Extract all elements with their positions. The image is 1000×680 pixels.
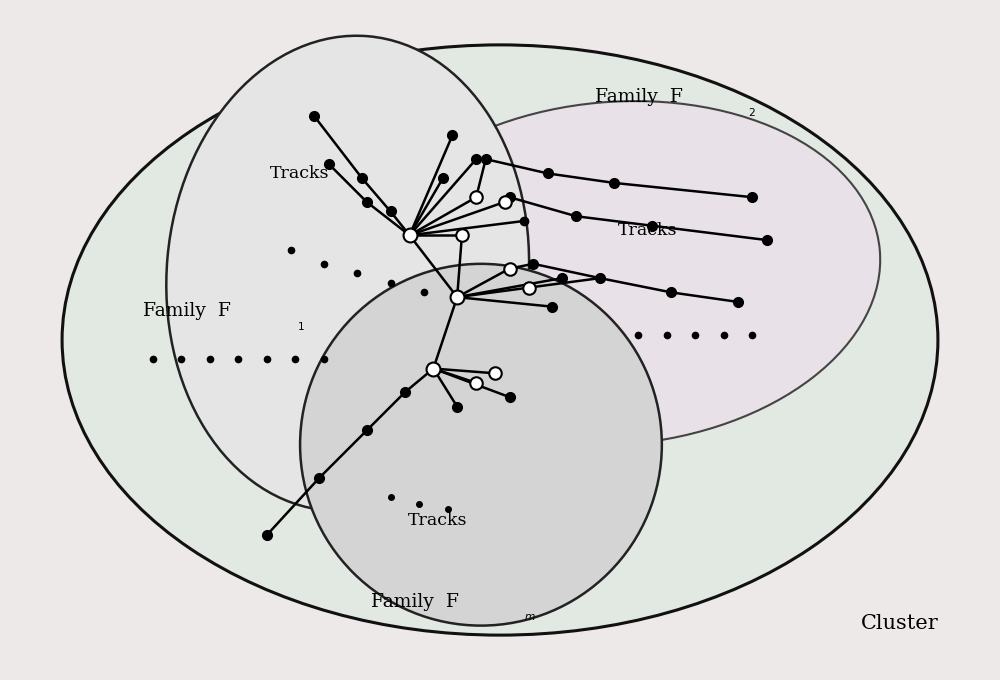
Text: Tracks: Tracks — [618, 222, 677, 239]
Ellipse shape — [62, 45, 938, 635]
Text: Cluster: Cluster — [861, 614, 939, 633]
Text: Family  F: Family F — [143, 303, 231, 320]
Text: $_m$: $_m$ — [524, 609, 536, 623]
Text: $_2$: $_2$ — [748, 105, 755, 118]
Ellipse shape — [166, 36, 529, 511]
Text: Tracks: Tracks — [408, 513, 468, 529]
Text: Family  F: Family F — [595, 88, 683, 106]
Text: Tracks: Tracks — [270, 165, 330, 182]
Ellipse shape — [348, 101, 880, 445]
Text: Family  F: Family F — [371, 593, 459, 611]
Ellipse shape — [300, 264, 662, 626]
Text: $_1$: $_1$ — [297, 319, 305, 333]
